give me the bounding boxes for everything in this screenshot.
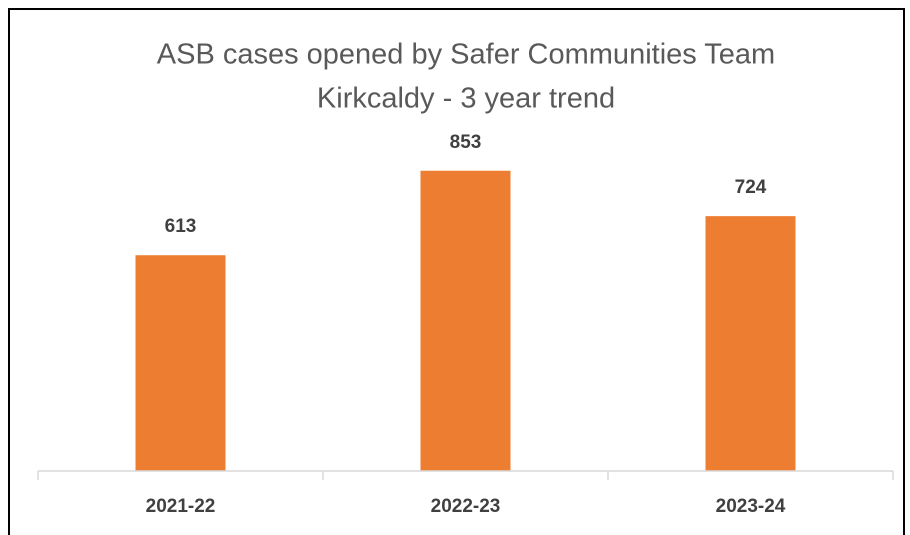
x-tick-label: 2022-23 <box>431 496 501 517</box>
x-tick-label: 2023-24 <box>716 496 786 517</box>
bar <box>705 216 796 471</box>
chart-subtitle: Kirkcaldy - 3 year trend <box>317 83 615 115</box>
x-tick-label: 2021-22 <box>146 496 216 517</box>
chart-title: ASB cases opened by Safer Communities Te… <box>157 39 775 71</box>
bar <box>135 255 226 471</box>
data-label: 613 <box>165 216 197 237</box>
data-label: 853 <box>450 132 482 153</box>
data-label: 724 <box>735 177 767 198</box>
bar <box>420 170 511 471</box>
